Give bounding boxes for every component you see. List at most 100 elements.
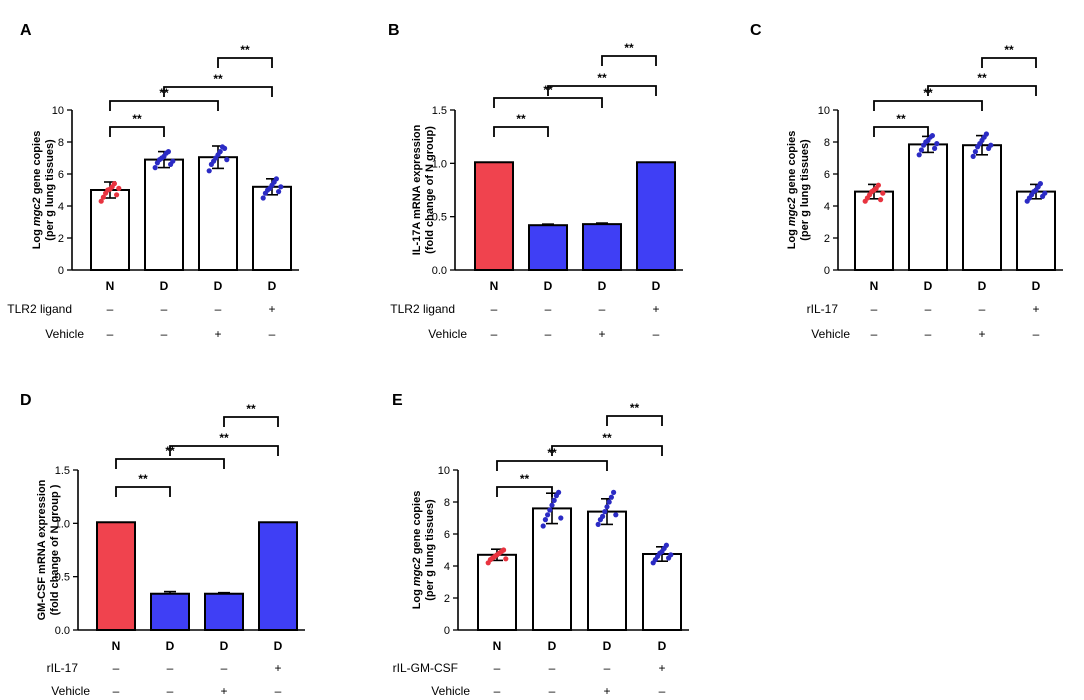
data-point	[100, 194, 106, 200]
significance-bracket	[109, 126, 165, 137]
treatment-symbol: +	[214, 327, 221, 341]
y-tick-label: 0.5	[432, 212, 447, 224]
bar	[90, 189, 130, 271]
treatment-row-label: rIL-17	[47, 661, 79, 675]
x-tick-label: D	[274, 639, 283, 653]
data-point	[668, 552, 674, 558]
panel-c: C 0 2 4 6 8 10 Log mgc2 gene copies (per g lung …	[750, 22, 1063, 341]
significance-bracket	[163, 86, 273, 97]
treatment-symbol: –	[113, 661, 120, 675]
significance-bracket	[496, 460, 608, 471]
bar	[532, 507, 572, 631]
data-point	[916, 152, 922, 158]
data-point	[932, 145, 938, 151]
panel-label: C	[750, 22, 762, 39]
treatment-symbol: –	[269, 327, 276, 341]
y-axis-title: IL-17A mRNA expression (fold change of N …	[411, 124, 436, 255]
panel-b: B 0.0 0.5 1.0 1.5 IL-17A mRNA expression (fold…	[388, 22, 683, 341]
bar	[854, 190, 894, 272]
data-point	[278, 184, 284, 190]
significance-label: **	[520, 472, 530, 486]
data-point	[116, 185, 122, 191]
treatment-symbol: –	[549, 684, 556, 698]
significance-bracket	[606, 415, 663, 426]
y-tick-label: 6	[444, 529, 450, 541]
x-tick-label: D	[214, 279, 223, 293]
treatment-symbol: –	[545, 302, 552, 316]
bar	[587, 510, 627, 632]
data-point	[878, 197, 884, 203]
y-tick-label: 8	[824, 137, 830, 149]
treatment-symbol: –	[167, 661, 174, 675]
x-tick-label: N	[490, 279, 499, 293]
y-axis-title-line: Log mgc2 gene copies	[411, 491, 423, 610]
x-tick-label: D	[1032, 279, 1041, 293]
treatment-symbol: –	[549, 661, 556, 675]
treatment-symbol: –	[659, 684, 666, 698]
y-tick-label: 2	[824, 233, 830, 245]
significance-bracket	[873, 126, 929, 137]
y-axis-title-segment: IL-17A mRNA expression	[411, 124, 423, 255]
data-point	[165, 149, 171, 155]
x-tick-label: N	[870, 279, 879, 293]
data-point	[595, 521, 601, 528]
x-tick-label: D	[544, 279, 553, 293]
y-tick-label: 2	[444, 593, 450, 605]
treatment-row-label: Vehicle	[45, 327, 84, 341]
treatment-symbol: +	[978, 327, 985, 341]
y-axis-title-segment: mgc2	[786, 197, 798, 226]
significance-label: **	[213, 72, 223, 86]
data-point	[934, 141, 940, 147]
data-point	[503, 556, 509, 562]
bar	[1016, 190, 1056, 272]
x-tick-label: D	[160, 279, 169, 293]
x-tick-label: D	[978, 279, 987, 293]
y-axis-title-line: IL-17A mRNA expression	[411, 124, 423, 255]
treatment-symbol: –	[925, 302, 932, 316]
significance-label: **	[597, 71, 607, 85]
treatment-symbol: +	[652, 302, 659, 316]
y-axis-title-line: Log mgc2 gene copies	[786, 131, 798, 250]
data-point	[613, 512, 619, 518]
treatment-symbol: –	[491, 302, 498, 316]
data-point	[970, 153, 976, 159]
treatment-row-label: Vehicle	[51, 684, 90, 698]
panel-a: A 0 2 4 6 8 10 Log mgc2 gene copies (per g lung …	[7, 22, 299, 341]
significance-label: **	[630, 401, 640, 415]
data-point	[875, 182, 882, 188]
y-axis-title: GM-CSF mRNA expression (fold change of N …	[36, 479, 61, 620]
significance-bracket	[601, 55, 657, 66]
y-axis-title-segment: GM-CSF mRNA expression	[36, 479, 48, 620]
data-point	[549, 502, 555, 508]
significance-label: **	[240, 43, 250, 57]
data-point	[611, 489, 617, 495]
treatment-symbol: +	[603, 684, 610, 698]
significance-bracket	[115, 486, 171, 497]
y-tick-label: 1.5	[432, 105, 447, 117]
y-axis-title: Log mgc2 gene copies (per g lung tissues)	[411, 491, 436, 610]
data-point	[551, 497, 557, 503]
y-axis-title-segment: mgc2	[31, 197, 43, 226]
bar	[150, 592, 190, 632]
significance-bracket	[223, 416, 279, 427]
data-point	[600, 513, 606, 520]
y-axis-title-segment: (per g lung tissues)	[799, 139, 811, 241]
y-tick-label: 6	[58, 169, 64, 181]
treatment-row-label: Vehicle	[428, 327, 467, 341]
treatment-symbol: –	[107, 327, 114, 341]
y-tick-label: 0.0	[55, 625, 70, 637]
data-point	[170, 158, 176, 164]
significance-bracket	[551, 445, 663, 456]
bar	[204, 592, 244, 632]
significance-bracket	[927, 85, 1037, 96]
bar	[198, 156, 238, 271]
data-point	[988, 142, 994, 148]
y-axis-title-segment: Log	[786, 226, 798, 249]
y-tick-label: 4	[58, 201, 64, 213]
bar	[636, 161, 676, 271]
significance-label: **	[624, 41, 634, 55]
significance-label: **	[1004, 43, 1014, 57]
treatment-symbol: –	[167, 684, 174, 698]
treatment-symbol: –	[161, 327, 168, 341]
